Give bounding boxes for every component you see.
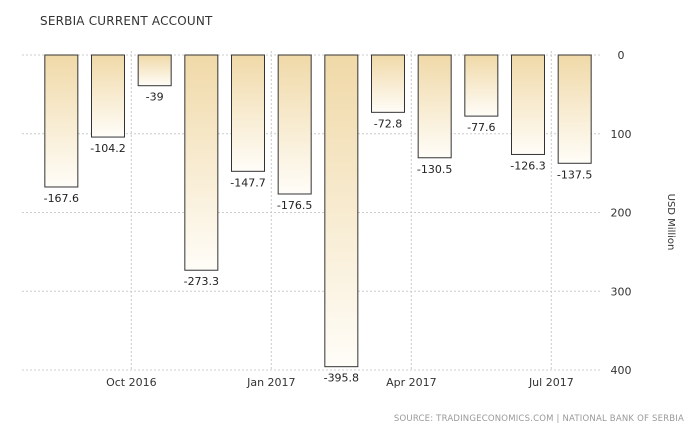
bar: [231, 54, 265, 172]
x-tick-label: Jan 2017: [246, 376, 295, 389]
bar-value-label: -72.8: [374, 117, 402, 130]
bar-value-label: -126.3: [510, 159, 545, 172]
source-note: SOURCE: TRADINGECONOMICS.COM | NATIONAL …: [393, 414, 684, 424]
bar-value-label: -147.7: [230, 176, 265, 189]
y-tick-label: 100: [611, 128, 632, 141]
bar-value-label: -137.5: [557, 168, 592, 181]
bar-value-label: -39: [146, 91, 164, 104]
x-tick-label: Oct 2016: [106, 376, 157, 389]
bar-series: [44, 54, 592, 368]
bar: [557, 54, 592, 164]
bar-value-label: -176.5: [277, 199, 312, 212]
bar: [277, 54, 312, 195]
bar: [44, 54, 79, 188]
y-axis-title: USD Million: [665, 194, 676, 251]
bar: [137, 54, 172, 87]
bar: [371, 54, 405, 113]
x-tick-label: Jul 2017: [528, 376, 574, 389]
bar-value-label: -273.3: [184, 275, 219, 288]
y-tick-label: 0: [618, 49, 625, 62]
chart-title: SERBIA CURRENT ACCOUNT: [40, 14, 213, 28]
bar: [324, 54, 359, 368]
bar-value-labels: -167.6 -104.2 -39 -273.3 -147.7 -176.5 -395.8 -…: [44, 91, 593, 385]
y-tick-label: 200: [611, 207, 632, 220]
x-tick-label: Apr 2017: [386, 376, 437, 389]
bar: [417, 54, 452, 159]
bar: [511, 54, 545, 155]
bar-value-label: -395.8: [324, 372, 359, 385]
y-axis-ticks: 0 100 200 300 400: [611, 49, 632, 377]
y-tick-label: 300: [611, 285, 632, 298]
bar-value-label: -167.6: [44, 192, 79, 205]
bar: [464, 54, 499, 117]
bar-value-label: -77.6: [467, 121, 495, 134]
x-axis-ticks: Oct 2016 Jan 2017 Apr 2017 Jul 2017: [106, 376, 574, 389]
bar-value-label: -130.5: [417, 163, 452, 176]
bar: [184, 54, 219, 271]
y-tick-label: 400: [611, 364, 632, 377]
bar-value-label: -104.2: [90, 142, 125, 155]
bar: [91, 54, 125, 138]
